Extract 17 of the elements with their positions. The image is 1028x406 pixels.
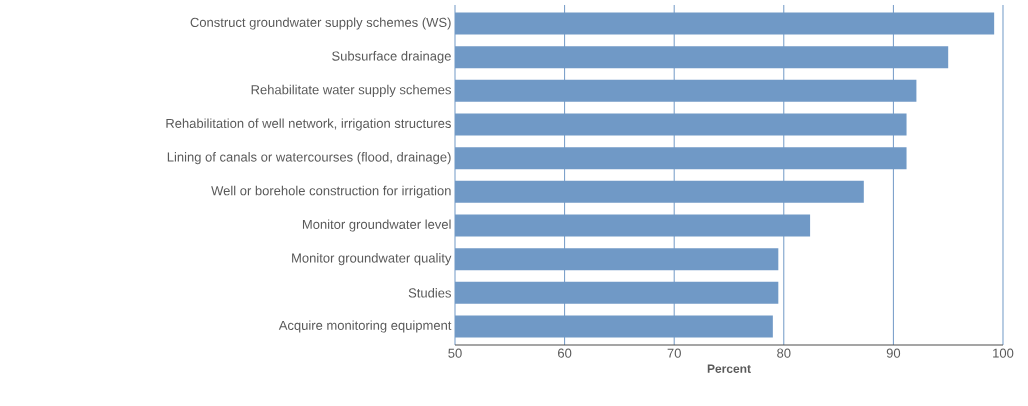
x-tick-label: 50 bbox=[448, 348, 462, 358]
y-tick-label: Subsurface drainage bbox=[332, 51, 451, 64]
y-tick-label: Studies bbox=[408, 288, 451, 298]
y-tick-label: Acquire monitoring equipment bbox=[278, 320, 452, 333]
x-axis-title: Percent bbox=[707, 364, 751, 373]
y-tick-label: Monitor groundwater level bbox=[302, 219, 451, 232]
x-tick-label: 100 bbox=[993, 348, 1014, 358]
y-tick-label: Monitor groundwater quality bbox=[292, 253, 452, 266]
x-tick-label: 70 bbox=[667, 348, 681, 358]
x-tick-label: 90 bbox=[886, 348, 901, 358]
y-tick-label: Rehabilitation of well network, irrigation structures bbox=[166, 118, 451, 131]
y-tick-label: Rehabilitate water supply schemes bbox=[251, 84, 451, 97]
y-tick-label: Well or borehole construction for irrigation bbox=[211, 185, 451, 198]
y-tick-label: Construct groundwater supply schemes (WS) bbox=[190, 17, 451, 30]
x-tick-label: 60 bbox=[558, 348, 572, 358]
x-tick-label: 80 bbox=[777, 348, 791, 358]
y-tick-label: Lining of canals or watercourses (flood, drainage) bbox=[167, 152, 451, 165]
